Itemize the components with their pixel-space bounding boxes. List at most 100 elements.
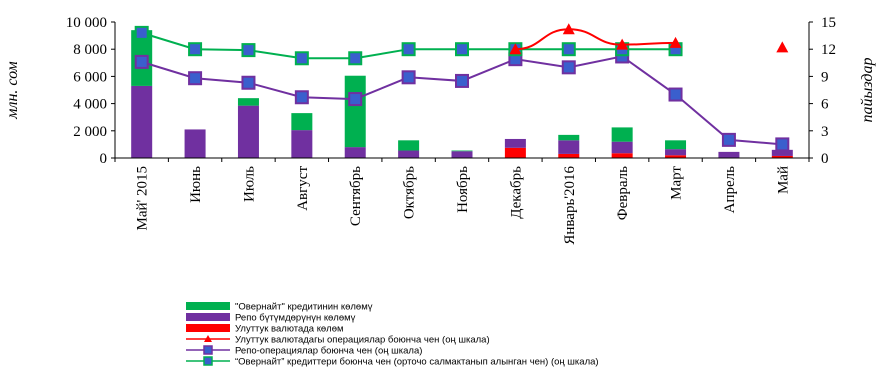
x-category-label-11: Апрель	[722, 166, 738, 214]
marker-series-1-0	[134, 54, 149, 69]
marker-series-0-10	[669, 36, 682, 48]
legend-label-national-currency-volume: Улуттук валютада көлөм	[235, 324, 344, 335]
marker-series-1-10	[668, 87, 683, 102]
marker-series-2-0	[134, 25, 149, 40]
bar-overnight-3	[291, 113, 313, 131]
x-category-label-6: Ноябрь	[455, 166, 471, 213]
marker-series-1-12	[775, 137, 790, 152]
axes: 0 2 000 4 000 6 000 8 000 10 000 0 3 6 9 12 15 Май' …	[4, 15, 876, 245]
y-left-axis-title: млн. сом	[4, 61, 21, 119]
marker-series-2-2	[241, 43, 256, 58]
bar-overnight-8	[558, 134, 580, 141]
legend-label-repo-rate: Репо-операциялар боюнча чен (оң шкала)	[235, 346, 422, 357]
bar-national-12	[771, 155, 793, 158]
y-right-tick-label-4: 12	[821, 42, 836, 58]
y-left-tick-label-5: 10 000	[66, 15, 107, 31]
bar-repo-4	[344, 147, 366, 158]
x-category-label-12: Май	[775, 166, 791, 194]
y-right-axis-title: пайыздар	[859, 58, 876, 123]
bar-national-7	[504, 147, 526, 158]
x-category-label-1: Июнь	[188, 166, 204, 203]
legend-label-overnight-rate: “Овернайт” кредиттери боюнча чен (орточо…	[235, 357, 599, 368]
x-category-label-9: Февраль	[615, 166, 631, 220]
bar-repo-9	[611, 141, 633, 154]
plot-area	[131, 23, 793, 158]
x-category-label-5: Октябрь	[402, 166, 418, 219]
bar-repo-10	[665, 149, 687, 156]
x-category-label-2: Июль	[241, 166, 257, 202]
y-right-tick-label-1: 3	[821, 124, 829, 140]
legend-item-overnight-volume: "Овернайт" кредитинин көлөмү	[186, 302, 373, 313]
y-right-tick-label-3: 9	[821, 69, 829, 85]
marker-series-1-4	[348, 92, 363, 107]
y-left-tick-label-2: 4 000	[73, 97, 107, 113]
y-left-tick-label-4: 8 000	[73, 42, 107, 58]
marker-series-1-3	[294, 90, 309, 105]
legend-label-national-currency-rate: Улуттук валютадагы операциялар боюнча че…	[235, 335, 490, 346]
bar-overnight-9	[611, 127, 633, 142]
marker-series-1-1	[188, 71, 203, 86]
bar-repo-0	[131, 85, 153, 158]
marker-series-0-8	[562, 23, 575, 35]
x-category-label-4: Сентябрь	[348, 166, 364, 226]
legend-item-repo-volume: Репо бүтүмдөрүнүн көлөмү	[186, 313, 356, 324]
line-series-1-seg-0	[141, 55, 783, 146]
bar-overnight-4	[344, 75, 366, 148]
legend-marker-overnight-rate	[203, 356, 213, 366]
bar-overnight-6	[451, 150, 473, 152]
marker-series-2-4	[348, 51, 363, 66]
x-category-label-7: Декабрь	[508, 166, 524, 219]
marker-series-0-9	[616, 38, 629, 50]
x-category-label-10: Март	[669, 166, 685, 200]
bar-repo-3	[291, 130, 313, 158]
marker-series-1-2	[241, 75, 256, 90]
legend-label-repo-volume: Репо бүтүмдөрүнүн көлөмү	[235, 313, 356, 324]
y-right-tick-label-0: 0	[821, 151, 829, 167]
bar-repo-8	[558, 140, 580, 154]
line-series-0-seg-0	[515, 28, 676, 51]
marker-series-2-8	[561, 42, 576, 57]
x-category-label-8: Январь'2016	[562, 166, 578, 245]
bar-national-10	[665, 155, 687, 158]
marker-series-1-6	[455, 73, 469, 88]
bar-national-9	[611, 153, 633, 158]
y-left-tick-label-0: 0	[100, 151, 108, 167]
marker-series-1-8	[561, 60, 576, 75]
marker-series-2-3	[294, 51, 309, 66]
marker-series-1-11	[721, 132, 736, 147]
legend-swatch-overnight-volume	[186, 302, 230, 310]
legend-marker-repo-rate	[203, 345, 213, 355]
legend-item-national-currency-volume: Улуттук валютада көлөм	[186, 324, 344, 335]
legend-label-overnight-volume: "Овернайт" кредитинин көлөмү	[235, 302, 373, 313]
marker-series-1-5	[401, 70, 416, 85]
bar-repo-6	[451, 151, 473, 158]
bar-repo-1	[184, 129, 206, 158]
legend-swatch-national-currency-volume	[186, 324, 230, 332]
legend-item-overnight-rate: “Овернайт” кредиттери боюнча чен (орточо…	[186, 356, 599, 368]
x-category-label-0: Май' 2015	[135, 166, 151, 230]
y-right-tick-label-5: 15	[821, 15, 836, 31]
x-category-label-3: Август	[295, 166, 311, 211]
bar-repo-11	[718, 151, 740, 158]
legend-item-repo-rate: Репо-операциялар боюнча чен (оң шкала)	[186, 345, 422, 357]
bar-repo-12	[771, 149, 793, 156]
y-left-tick-label-1: 2 000	[73, 124, 107, 140]
legend-item-national-currency-rate: Улуттук валютадагы операциялар боюнча че…	[186, 335, 490, 346]
bar-overnight-2	[237, 98, 259, 106]
bar-overnight-5	[398, 140, 420, 151]
bar-national-8	[558, 153, 580, 158]
marker-series-2-5	[401, 42, 416, 57]
legend-marker-national-currency-rate	[204, 335, 212, 342]
marker-series-0-7	[509, 43, 522, 55]
bar-overnight-10	[665, 140, 687, 150]
marker-series-2-6	[455, 42, 469, 57]
marker-series-2-1	[188, 42, 203, 57]
bar-repo-5	[398, 150, 420, 158]
y-left-tick-label-3: 6 000	[73, 69, 107, 85]
bar-repo-7	[504, 138, 526, 148]
bar-repo-2	[237, 105, 259, 158]
y-right-tick-label-2: 6	[821, 97, 829, 113]
legend-swatch-repo-volume	[186, 313, 230, 321]
